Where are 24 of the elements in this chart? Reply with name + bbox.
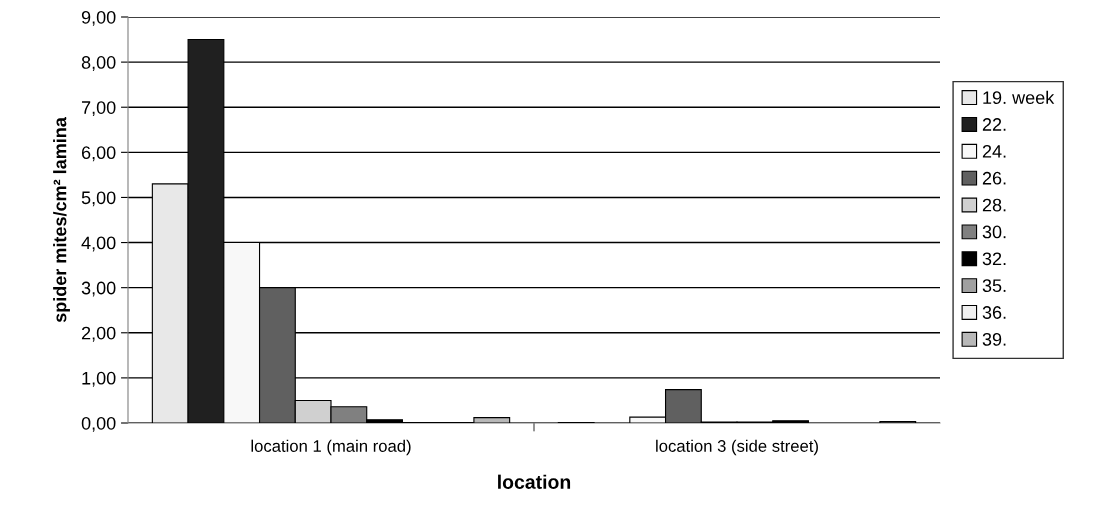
x-tick-label: location 3 (side street) [656,439,818,456]
y-tick-label: 8,00 [81,56,116,71]
y-tick-label: 0,00 [81,416,116,432]
y-tick-label: 2,00 [81,326,116,342]
legend-label: 26. [982,171,1006,185]
legend-label: 32. [982,252,1006,266]
y-tick-label: 5,00 [81,191,116,207]
y-tick-label: 1,00 [82,371,116,387]
legend-label: 36. [982,306,1006,319]
y-tick-label: 9,00 [81,10,116,26]
legend-label: 24. [982,144,1006,158]
y-tick-label: 3,00 [81,281,116,297]
y-axis-title: spider mites/cm² lamina [53,117,70,323]
legend-label: 39. [982,332,1006,346]
legend-label: 22. [982,118,1006,131]
x-axis-title: location [498,474,571,489]
legend-label: 35. [982,279,1006,293]
x-tick-label: location 1 (main road) [251,439,411,456]
y-tick-label: 6,00 [81,146,116,162]
legend-label: 19. week [983,90,1055,105]
legend-label: 28. [982,198,1006,212]
y-tick-label: 4,00 [81,236,116,252]
legend-label: 30. [982,225,1006,239]
y-tick-label: 7,00 [81,101,116,117]
